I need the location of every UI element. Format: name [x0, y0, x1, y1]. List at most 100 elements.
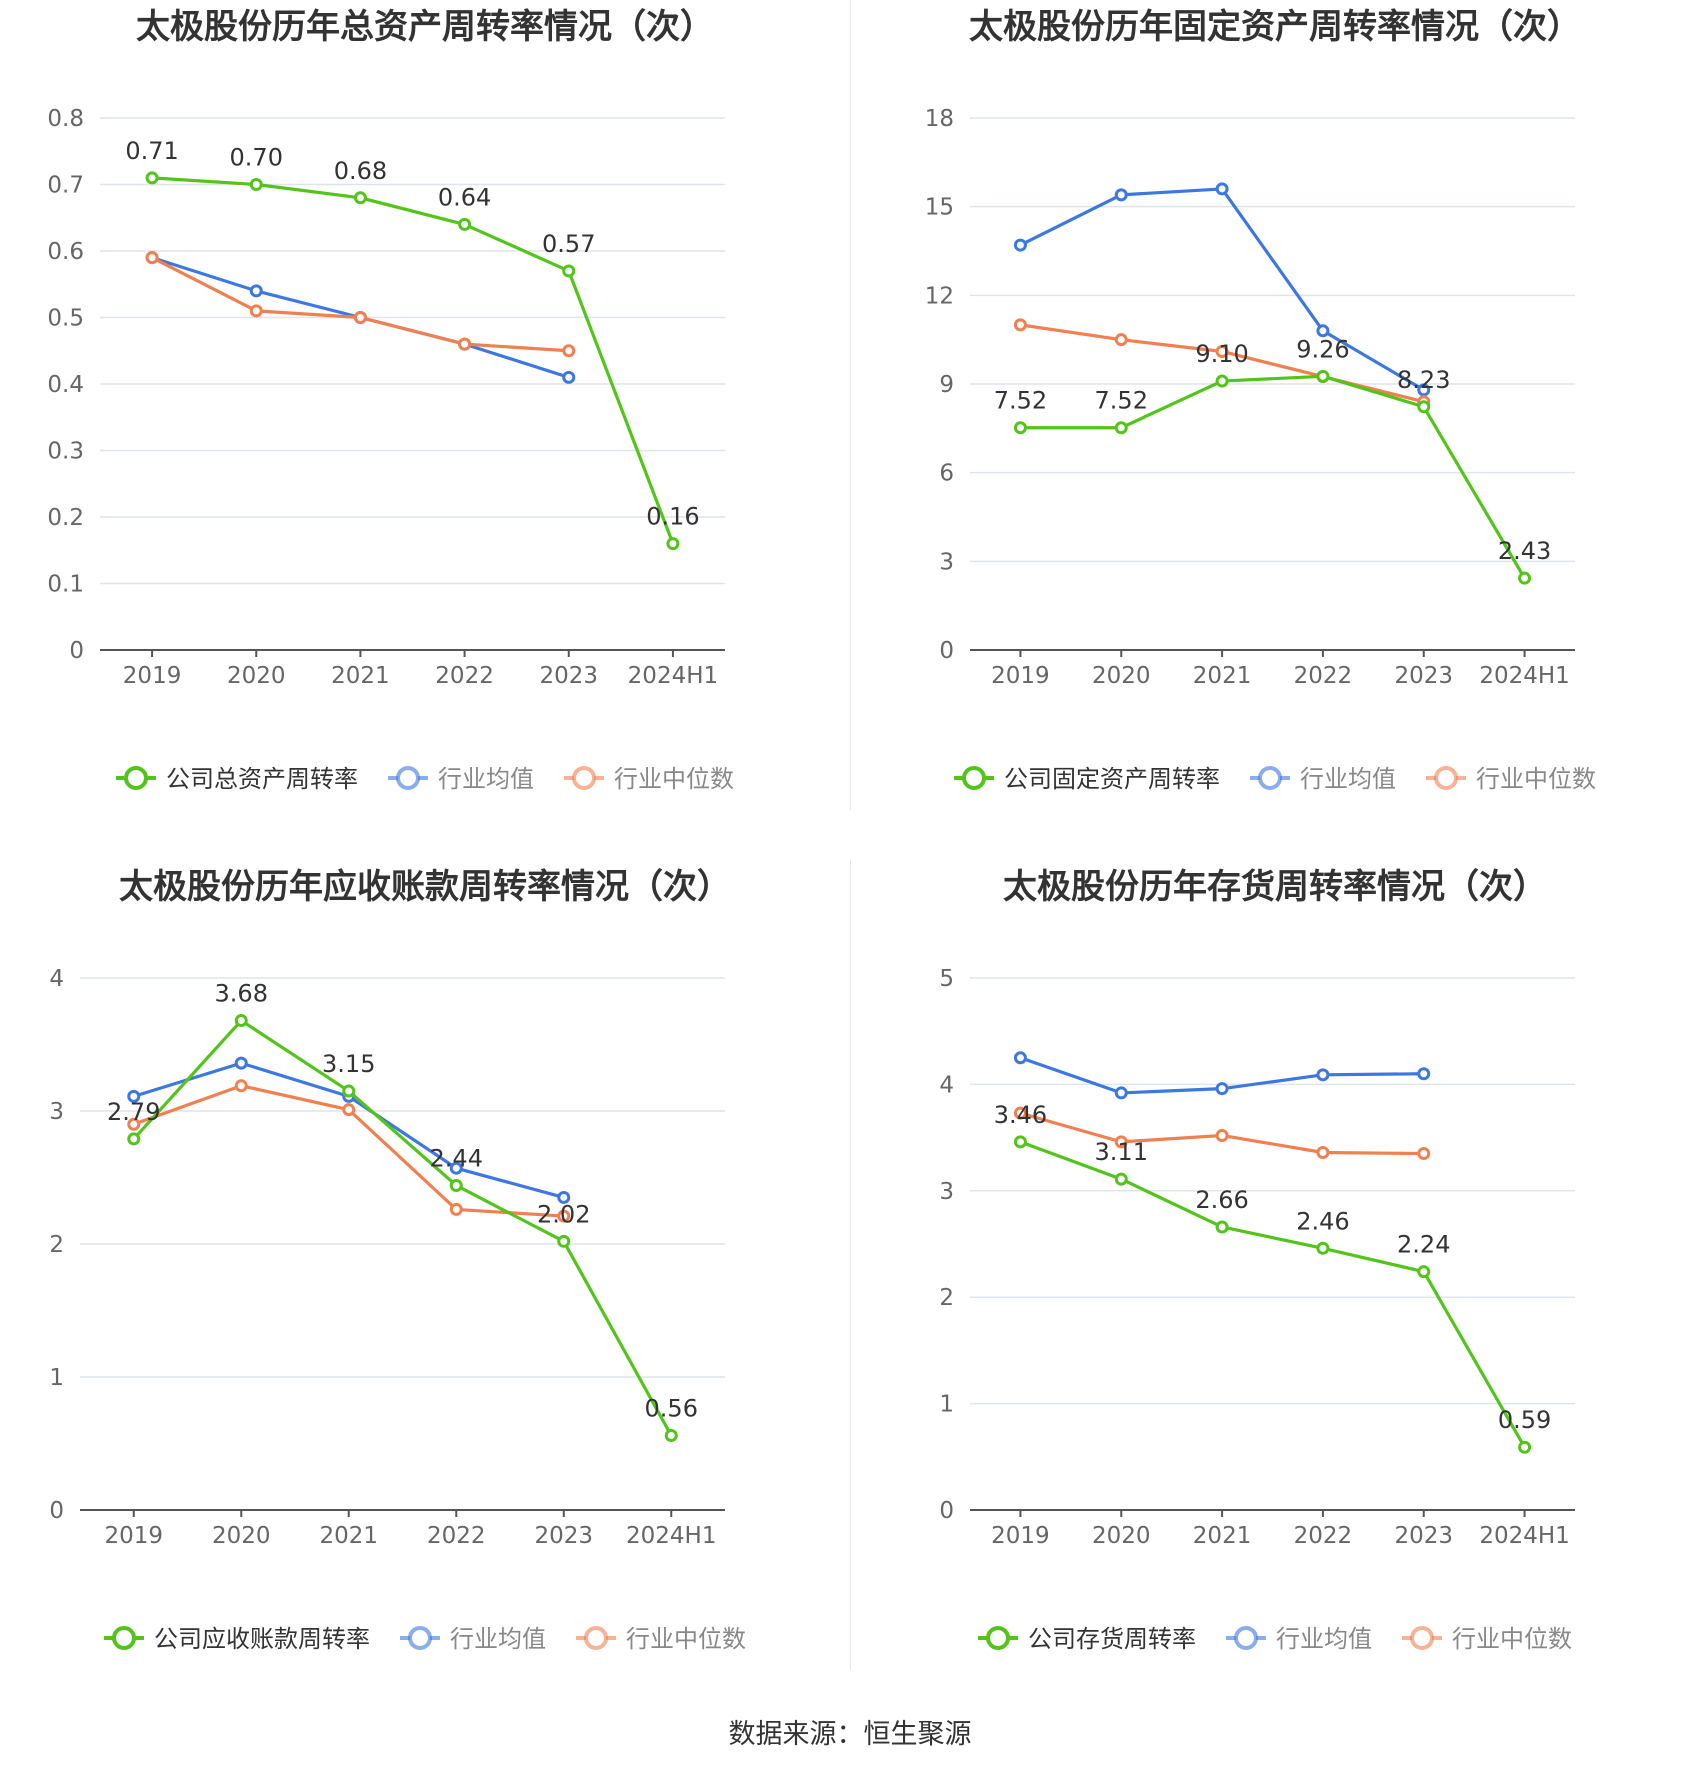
- x-tick-label: 2021: [1193, 1523, 1252, 1549]
- chart-panel-inventory-turnover: 太极股份历年存货周转率情况（次） 0 1 2 3 4 5 2019 2020 2021 2022 20…: [850, 860, 1700, 1720]
- y-tick-label: 0.5: [47, 306, 84, 332]
- data-label: 2.66: [1195, 1186, 1248, 1214]
- y-tick-label: 0.7: [47, 173, 84, 199]
- data-point: [562, 370, 576, 384]
- data-point: [145, 171, 159, 185]
- data-point: [1013, 421, 1027, 435]
- x-tick-label: 2019: [104, 1523, 163, 1549]
- y-tick-label: 18: [925, 106, 954, 132]
- chart-title: 太极股份历年固定资产周转率情况（次）: [969, 7, 1581, 47]
- data-label: 2.44: [430, 1144, 483, 1172]
- data-point: [342, 1084, 356, 1098]
- x-tick-label: 2020: [212, 1523, 271, 1549]
- data-point: [1215, 1220, 1229, 1234]
- line-chart-total-asset-turnover: 太极股份历年总资产周转率情况（次）00.10.20.30.40.50.60.70…: [47, 7, 734, 793]
- x-tick-label: 2020: [1092, 663, 1151, 689]
- y-tick-label: 3: [939, 549, 954, 575]
- data-point: [249, 284, 263, 298]
- legend-label: 行业中位数: [1452, 1625, 1572, 1653]
- y-tick-label: 0.2: [47, 505, 84, 531]
- legend-marker: [1434, 766, 1458, 790]
- x-tick-label: 2023: [1394, 1523, 1453, 1549]
- series-line: [1020, 374, 1526, 579]
- series-line: [151, 256, 569, 353]
- y-tick-label: 5: [939, 966, 954, 992]
- y-tick-label: 0.8: [47, 106, 84, 132]
- data-label: 7.52: [994, 387, 1047, 415]
- series-line: [1019, 1140, 1526, 1449]
- vertical-divider-top: [850, 0, 851, 810]
- data-point: [127, 1089, 141, 1103]
- data-point: [557, 1234, 571, 1248]
- data-point: [1215, 374, 1229, 388]
- y-tick-label: 0.4: [47, 372, 84, 398]
- y-tick-label: 3: [939, 1179, 954, 1205]
- legend-marker: [396, 766, 420, 790]
- data-point: [1518, 1440, 1532, 1454]
- data-point: [1417, 400, 1431, 414]
- x-tick-label: 2020: [227, 663, 286, 689]
- data-point: [562, 264, 576, 278]
- x-tick-label: 2023: [534, 1523, 593, 1549]
- legend-label: 行业均值: [1276, 1625, 1372, 1653]
- data-point: [1316, 369, 1330, 383]
- x-tick-label: 2019: [123, 663, 182, 689]
- data-point: [249, 178, 263, 191]
- data-label: 0.71: [125, 137, 178, 165]
- data-point: [127, 1117, 141, 1131]
- data-point: [1013, 238, 1027, 252]
- chart-title: 太极股份历年总资产周转率情况（次）: [136, 7, 714, 47]
- y-tick-label: 4: [49, 966, 64, 992]
- data-point: [557, 1190, 571, 1204]
- data-point: [1114, 1172, 1128, 1186]
- legend-label: 行业中位数: [626, 1625, 746, 1653]
- data-label: 2.02: [537, 1200, 590, 1228]
- x-tick-label: 2022: [1294, 663, 1353, 689]
- y-tick-label: 3: [49, 1099, 64, 1125]
- data-point: [458, 217, 472, 231]
- data-point: [1316, 1145, 1330, 1159]
- data-point: [1215, 182, 1229, 196]
- data-point: [1013, 1051, 1027, 1065]
- legend-label: 行业中位数: [1476, 765, 1596, 793]
- series-line: [133, 1061, 565, 1199]
- y-tick-label: 2: [939, 1285, 954, 1311]
- data-point: [1215, 1082, 1229, 1096]
- series-line: [132, 1018, 673, 1437]
- data-label: 2.79: [107, 1098, 160, 1126]
- x-tick-label: 2024H1: [1479, 663, 1569, 689]
- data-label: 3.68: [215, 980, 268, 1008]
- data-point: [1114, 1135, 1128, 1149]
- x-tick-label: 2021: [331, 663, 390, 689]
- data-label: 9.26: [1296, 335, 1349, 363]
- data-point: [1114, 1086, 1128, 1100]
- legend-marker: [572, 766, 596, 790]
- data-point: [1013, 1106, 1027, 1120]
- data-point: [1316, 1068, 1330, 1082]
- data-point: [449, 1178, 463, 1192]
- y-tick-label: 0.6: [47, 239, 84, 265]
- y-tick-label: 1: [49, 1365, 64, 1391]
- data-point: [449, 1161, 463, 1175]
- legend-label: 公司固定资产周转率: [1004, 765, 1220, 793]
- legend-marker: [1234, 1626, 1258, 1650]
- legend-marker: [408, 1626, 432, 1650]
- y-tick-label: 4: [939, 1072, 954, 1098]
- data-point: [449, 1202, 463, 1216]
- data-point: [666, 537, 680, 551]
- data-point: [234, 1014, 248, 1028]
- data-point: [342, 1103, 356, 1117]
- y-tick-label: 0: [939, 1498, 954, 1524]
- x-tick-label: 2024H1: [626, 1523, 716, 1549]
- data-source-note: 数据来源：恒生聚源: [728, 1719, 972, 1750]
- y-tick-label: 9: [939, 372, 954, 398]
- x-tick-label: 2019: [991, 663, 1050, 689]
- line-chart-inventory-turnover: 太极股份历年存货周转率情况（次） 0 1 2 3 4 5 2019 2020 2021 2022 20…: [939, 867, 1575, 1653]
- y-tick-label: 0.3: [47, 439, 84, 465]
- legend-label: 公司存货周转率: [1028, 1625, 1196, 1653]
- x-tick-label: 2024H1: [1479, 1523, 1569, 1549]
- data-label: 0.16: [646, 503, 699, 531]
- data-label: 0.56: [645, 1395, 698, 1423]
- data-label: 0.64: [438, 183, 491, 211]
- x-tick-label: 2022: [435, 663, 494, 689]
